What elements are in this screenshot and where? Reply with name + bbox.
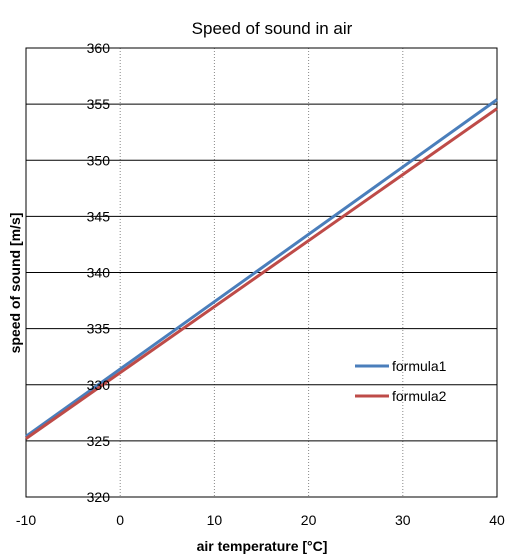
x-tick-label: 20: [301, 512, 317, 528]
chart-title: Speed of sound in air: [192, 19, 353, 38]
y-tick-label: 320: [87, 489, 111, 505]
series-line-formula2: [25, 107, 498, 440]
y-tick-label: 340: [87, 265, 111, 281]
x-tick-label: 40: [489, 512, 505, 528]
y-tick-label: 345: [87, 208, 111, 224]
x-tick-labels: -10 0 10 20 30 40: [16, 512, 505, 528]
x-tick-label: 10: [207, 512, 223, 528]
series-line-formula1: [25, 98, 498, 438]
legend: formula1 formula2: [355, 358, 447, 404]
y-tick-label: 325: [87, 433, 111, 449]
plot-area-frame: [25, 47, 498, 498]
x-tick-label: 30: [395, 512, 411, 528]
y-tick-label: 335: [87, 321, 111, 337]
y-axis-label: speed of sound [m/s]: [7, 213, 23, 354]
x-tick-label: -10: [16, 512, 36, 528]
series-lines: [25, 98, 498, 440]
legend-label-formula1: formula1: [392, 358, 447, 374]
y-tick-labels: 320 325 330 335 340 345 350 355 360: [87, 40, 111, 505]
x-axis-label: air temperature [°C]: [197, 538, 328, 554]
legend-label-formula2: formula2: [392, 388, 447, 404]
y-tick-label: 355: [87, 96, 111, 112]
y-tick-label: 350: [87, 152, 111, 168]
y-tick-label: 360: [87, 40, 111, 56]
x-tick-label: 0: [116, 512, 124, 528]
y-tick-label: 330: [87, 377, 111, 393]
